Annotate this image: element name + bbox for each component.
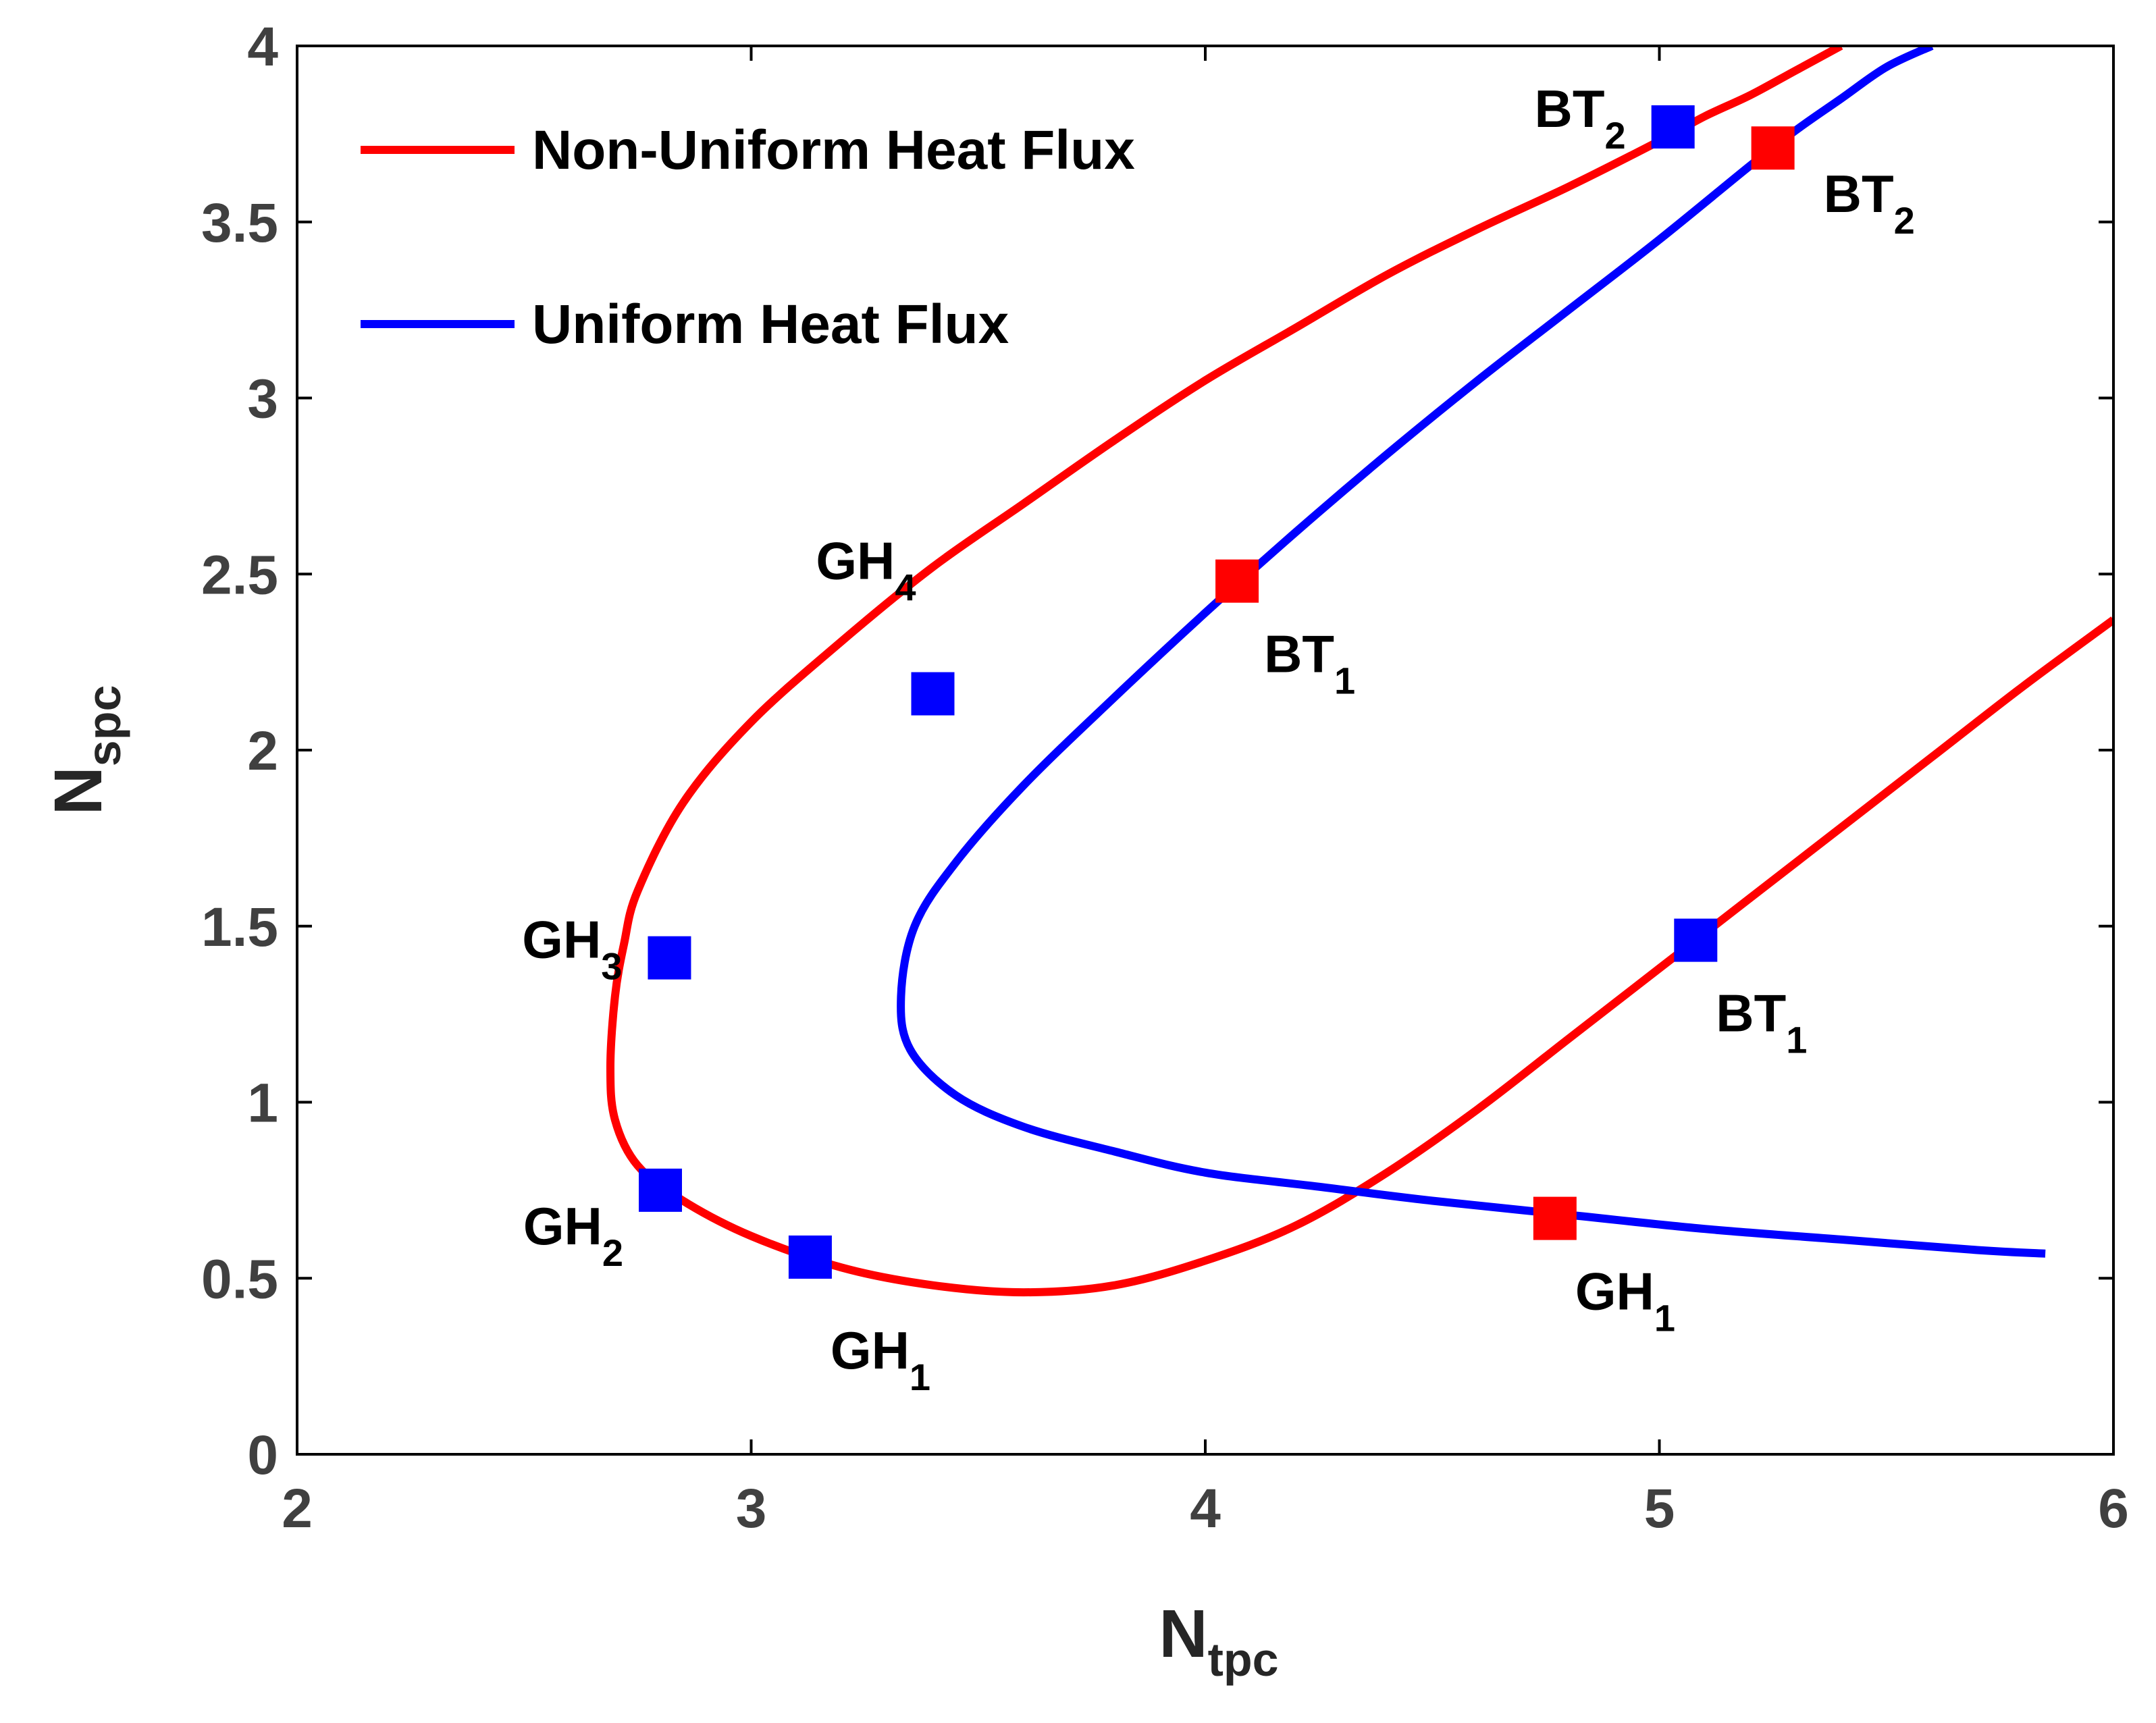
marker-label-main-6: BT [1264, 625, 1334, 684]
marker-6 [1215, 559, 1259, 603]
marker-1 [788, 1235, 832, 1279]
x-tick-label-0: 2 [282, 1478, 313, 1539]
axis-ticks: 2 3 4 5 6 0 0.5 1 1.5 2 2.5 3 3.5 4 [201, 16, 2129, 1539]
marker-8 [1751, 126, 1795, 170]
marker-4 [1674, 918, 1718, 962]
marker-3 [911, 672, 955, 716]
y-tick-label-8: 4 [247, 16, 278, 78]
x-axis-label: Ntpc [1159, 1596, 1278, 1686]
y-tick-label-1: 0.5 [201, 1248, 278, 1310]
marker-label-8: BT2 [1824, 164, 1915, 242]
series-line-non-uniform [606, 46, 2113, 1297]
y-tick-label-6: 3 [247, 369, 278, 430]
y-axis-label-sub: spc [78, 685, 130, 767]
marker-label-6: BT1 [1264, 625, 1355, 702]
y-tick-label-2: 1 [247, 1073, 278, 1134]
marker-label-0: GH2 [523, 1196, 623, 1274]
marker-2 [648, 936, 691, 980]
legend: Non-Uniform Heat Flux Uniform Heat Flux [361, 120, 1135, 355]
marker-label-main-5: BT [1535, 79, 1605, 138]
x-axis-label-sub: tpc [1208, 1633, 1279, 1686]
marker-label-main-1: GH [831, 1321, 910, 1380]
y-axis-label: Nspc [41, 685, 130, 816]
legend-label-0: Non-Uniform Heat Flux [532, 120, 1135, 181]
marker-label-main-4: BT [1716, 984, 1786, 1043]
marker-label-sub-5: 2 [1605, 114, 1626, 157]
marker-label-sub-6: 1 [1334, 660, 1355, 702]
marker-label-main-8: BT [1824, 164, 1894, 223]
y-tick-label-3: 1.5 [201, 897, 278, 958]
marker-label-main-2: GH [522, 910, 601, 970]
y-tick-label-4: 2 [247, 720, 278, 782]
y-tick-label-7: 3.5 [201, 192, 278, 254]
x-tick-label-3: 5 [1644, 1478, 1675, 1539]
marker-label-sub-0: 2 [602, 1231, 623, 1274]
marker-5 [1651, 105, 1695, 149]
y-tick-label-5: 2.5 [201, 544, 278, 606]
x-tick-label-2: 4 [1190, 1478, 1221, 1539]
marker-label-1: GH1 [831, 1321, 930, 1398]
marker-label-3: GH4 [816, 531, 916, 609]
marker-0 [639, 1168, 682, 1212]
legend-label-1: Uniform Heat Flux [532, 294, 1009, 355]
x-tick-label-4: 6 [2098, 1478, 2129, 1539]
marker-label-2: GH3 [522, 910, 622, 988]
y-tick-label-0: 0 [247, 1425, 278, 1486]
marker-label-main-0: GH [523, 1196, 602, 1256]
marker-label-4: BT1 [1716, 984, 1807, 1061]
marker-7 [1533, 1196, 1577, 1240]
marker-label-sub-8: 2 [1894, 199, 1915, 242]
marker-label-sub-4: 1 [1786, 1019, 1807, 1061]
marker-label-7: GH1 [1575, 1262, 1675, 1340]
marker-label-sub-1: 1 [910, 1356, 930, 1398]
x-axis-label-main: N [1159, 1596, 1207, 1672]
marker-label-sub-7: 1 [1654, 1297, 1675, 1340]
x-tick-label-1: 3 [736, 1478, 767, 1539]
marker-label-main-7: GH [1575, 1262, 1654, 1321]
marker-label-sub-3: 4 [895, 566, 916, 609]
y-axis-label-main: N [41, 766, 116, 815]
marker-label-sub-2: 3 [601, 945, 622, 988]
marker-label-main-3: GH [816, 531, 895, 591]
marker-label-5: BT2 [1535, 79, 1626, 157]
